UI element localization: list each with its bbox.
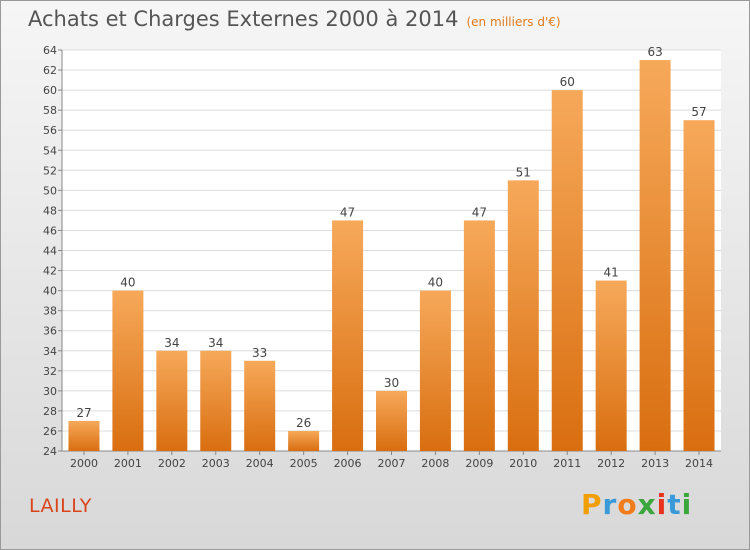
x-tick-label: 2007 [378, 457, 406, 470]
bar [639, 60, 671, 452]
data-label: 47 [472, 205, 487, 219]
bar [595, 280, 627, 451]
y-tick-label: 60 [43, 84, 57, 97]
data-label: 60 [560, 75, 575, 89]
y-tick-label: 38 [43, 305, 57, 318]
y-tick-label: 40 [43, 285, 57, 298]
data-label: 34 [208, 336, 223, 350]
x-tick-label: 2008 [421, 457, 449, 470]
data-label: 47 [340, 205, 355, 219]
bar [112, 290, 144, 451]
y-tick-label: 30 [43, 385, 57, 398]
logo-letter: t [667, 488, 682, 521]
x-axis: 2000 2001 2002 2003 2004 2005 2006 2007 2008 2009… [70, 451, 713, 470]
x-tick-label: 2005 [290, 457, 318, 470]
bar [376, 390, 407, 451]
data-label: 57 [691, 105, 706, 119]
logo-letter: P [581, 488, 603, 521]
y-axis: 24 26 28 30 32 34 36 38 40 42 44 46 48 50 52 54 56 58 60 62… [43, 44, 721, 458]
y-tick-label: 62 [43, 64, 57, 77]
data-label: 41 [604, 266, 619, 280]
bar [200, 350, 232, 451]
logo-letter: i [681, 488, 693, 521]
x-tick-label: 2000 [70, 457, 98, 470]
x-tick-label: 2012 [597, 457, 625, 470]
x-tick-label: 2004 [246, 457, 274, 470]
y-tick-label: 32 [43, 365, 57, 378]
data-label: 40 [120, 276, 135, 290]
chart-title: Achats et Charges Externes 2000 à 2014 (e… [28, 7, 561, 31]
x-tick-label: 2001 [114, 457, 142, 470]
data-label: 26 [296, 416, 311, 430]
data-label: 27 [76, 406, 91, 420]
bar [332, 220, 364, 451]
bar [244, 360, 276, 451]
data-labels: 27 40 34 34 33 26 47 30 40 47 51 60 41 63 57 [76, 45, 706, 430]
x-tick-label: 2014 [685, 457, 713, 470]
data-label: 34 [164, 336, 179, 350]
bar [156, 350, 188, 451]
data-label: 33 [252, 346, 267, 360]
chart-title-text: Achats et Charges Externes 2000 à 2014 [28, 7, 459, 31]
y-tick-label: 26 [43, 425, 57, 438]
bar [683, 120, 715, 452]
bar [419, 290, 451, 451]
y-tick-label: 36 [43, 325, 57, 338]
x-tick-label: 2003 [202, 457, 230, 470]
chart-unit: (en milliers d'€) [466, 15, 561, 29]
logo-letter: x [637, 488, 657, 521]
logo-letter: o [617, 488, 638, 521]
commune-name: LAILLY [29, 495, 92, 517]
bars [68, 60, 715, 452]
data-label: 63 [647, 45, 662, 59]
y-tick-label: 52 [43, 164, 57, 177]
bar [68, 420, 100, 451]
y-tick-label: 50 [43, 184, 57, 197]
y-tick-label: 28 [43, 405, 57, 418]
proxiti-logo[interactable]: Proxiti [581, 488, 692, 521]
logo-letter: i [656, 488, 668, 521]
bar [463, 220, 495, 451]
data-label: 40 [428, 276, 443, 290]
bar [288, 430, 320, 451]
y-tick-label: 56 [43, 124, 57, 137]
data-label: 51 [516, 165, 531, 179]
x-tick-label: 2009 [465, 457, 493, 470]
y-tick-label: 46 [43, 224, 57, 237]
y-tick-label: 44 [43, 245, 57, 258]
y-tick-label: 54 [43, 144, 57, 157]
x-tick-label: 2002 [158, 457, 186, 470]
x-tick-label: 2010 [509, 457, 537, 470]
y-tick-label: 64 [43, 44, 57, 57]
x-tick-label: 2006 [334, 457, 362, 470]
data-label: 30 [384, 376, 399, 390]
x-tick-label: 2011 [553, 457, 581, 470]
bar [551, 90, 583, 451]
y-tick-label: 58 [43, 104, 57, 117]
y-tick-label: 48 [43, 204, 57, 217]
x-tick-label: 2013 [641, 457, 669, 470]
logo-letter: r [602, 488, 618, 521]
y-tick-label: 24 [43, 445, 57, 458]
bar [507, 180, 539, 451]
y-tick-label: 42 [43, 265, 57, 278]
y-tick-label: 34 [43, 345, 57, 358]
